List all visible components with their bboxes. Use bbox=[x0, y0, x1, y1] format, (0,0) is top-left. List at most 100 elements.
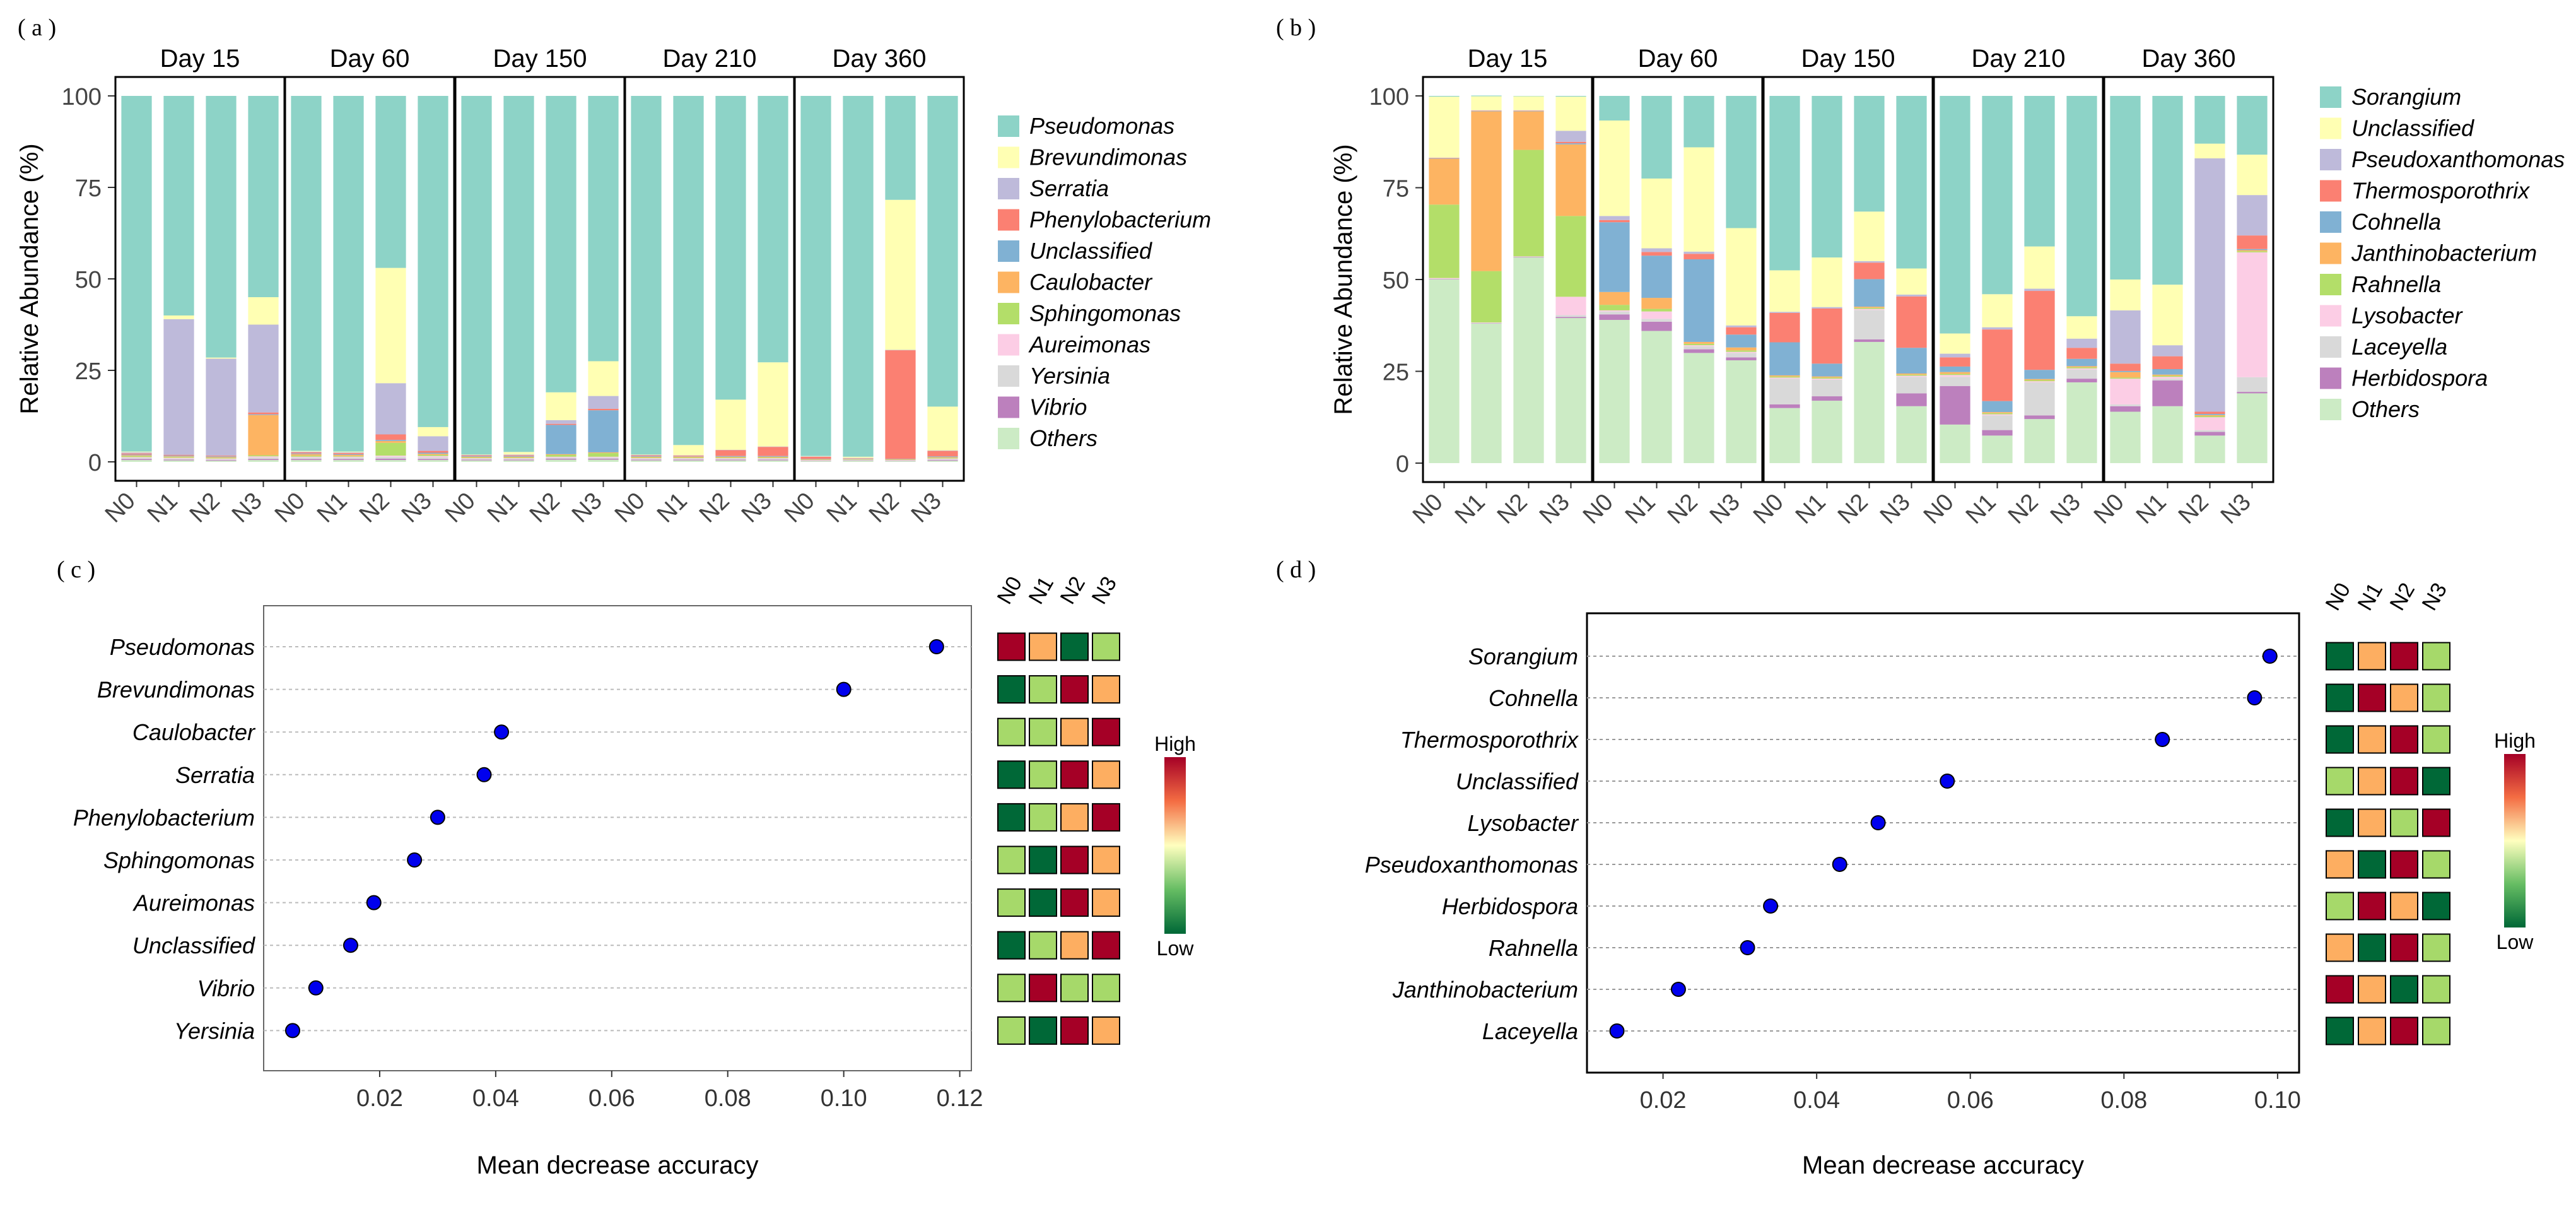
bar-segment-day-210-n2-pseudomonas bbox=[715, 96, 746, 400]
bar-segment-day-150-n0-serratia bbox=[461, 454, 492, 456]
bar-segment-day-210-n3-others bbox=[2066, 382, 2097, 463]
bar-segment-day-60-n1-janthinobacterium bbox=[1641, 298, 1672, 309]
bar-segment-day-60-n2-others bbox=[375, 460, 406, 462]
bar-segment-day-210-n3-phenylobacterium bbox=[758, 447, 788, 456]
bar-segment-day-60-n0-unclassified bbox=[1599, 120, 1630, 216]
bar-segment-day-210-n0-brevundimonas bbox=[631, 454, 662, 455]
bar-segment-day-210-n3-vibrio bbox=[758, 459, 788, 461]
bar-segment-day-360-n1-laceyella bbox=[2152, 379, 2183, 381]
legend-label-serratia: Serratia bbox=[1029, 175, 1109, 201]
bar-segment-day-150-n2-vibrio bbox=[546, 458, 577, 460]
bar-segment-day-210-n0-vibrio bbox=[631, 459, 662, 461]
bar-segment-day-150-n1-laceyella bbox=[1812, 379, 1842, 397]
point-aureimonas bbox=[366, 895, 382, 910]
bar-segment-day-210-n3-pseudoxanthomonas bbox=[2066, 338, 2097, 348]
legend-label-others: Others bbox=[2351, 396, 2420, 422]
heat-cell-laceyella-n3 bbox=[2422, 1016, 2450, 1045]
y-label-thermosporothrix: Thermosporothrix bbox=[1400, 727, 1579, 753]
bar-segment-day-15-n1-aureimonas bbox=[163, 457, 194, 459]
bar-segment-day-15-n2-pseudoxanthomonas bbox=[1513, 110, 1544, 111]
heat-cell-serratia-n1 bbox=[1029, 760, 1057, 789]
bar-segment-day-60-n0-sorangium bbox=[1599, 96, 1630, 121]
legend-swatch-thermosporothrix bbox=[2320, 180, 2341, 202]
x-tick-label: N1 bbox=[483, 488, 523, 528]
bar-segment-day-60-n3-caulobacter bbox=[418, 454, 448, 455]
bar-segment-day-150-n1-aureimonas bbox=[503, 458, 534, 459]
x-tick-label: N2 bbox=[1663, 489, 1703, 529]
bar-segment-day-60-n0-others bbox=[291, 460, 322, 462]
bar-segment-day-150-n1-janthinobacterium bbox=[1812, 376, 1842, 378]
bar-segment-day-210-n0-herbidospora bbox=[1940, 386, 1970, 425]
legend-swatch-sorangium bbox=[2320, 86, 2341, 108]
bar-segment-day-15-n3-laceyella bbox=[1555, 315, 1586, 317]
heat-cell-unclassified-n3 bbox=[2422, 767, 2450, 796]
x-tick-label: N0 bbox=[1578, 489, 1619, 529]
bar-segment-day-360-n0-sphingomonas bbox=[800, 459, 831, 461]
bar-segment-day-60-n2-lysobacter bbox=[1683, 345, 1714, 346]
bar-segment-day-60-n3-aureimonas bbox=[418, 456, 448, 457]
bar-segment-day-210-n0-pseudoxanthomonas bbox=[1940, 353, 1970, 358]
bar-segment-day-60-n1-sorangium bbox=[1641, 96, 1672, 179]
x-tick-label: N2 bbox=[2174, 489, 2214, 529]
bar-segment-day-150-n1-vibrio bbox=[503, 459, 534, 461]
bar-segment-day-60-n2-vibrio bbox=[375, 458, 406, 461]
bar-segment-day-15-n2-lysobacter bbox=[1513, 256, 1544, 257]
bar-segment-day-15-n2-brevundimonas bbox=[206, 357, 237, 359]
x-tick-label: N3 bbox=[906, 488, 947, 528]
bar-segment-day-15-n3-cohnella bbox=[1555, 143, 1586, 144]
bar-segment-day-15-n1-others bbox=[163, 460, 194, 462]
bar-segment-day-150-n3-unclassified bbox=[1896, 268, 1927, 295]
bar-segment-day-360-n3-laceyella bbox=[2237, 377, 2268, 392]
bar-segment-day-15-n3-thermosporothrix bbox=[1555, 141, 1586, 144]
bar-segment-day-150-n1-brevundimonas bbox=[503, 452, 534, 455]
bar-segment-day-60-n0-pseudoxanthomonas bbox=[1599, 216, 1630, 220]
y-label-lysobacter: Lysobacter bbox=[1468, 810, 1579, 836]
bar-segment-day-60-n0-janthinobacterium bbox=[1599, 291, 1630, 305]
bar-segment-day-210-n2-vibrio bbox=[715, 459, 746, 461]
bar-segment-day-150-n2-janthinobacterium bbox=[1854, 307, 1885, 308]
heat-column-n1: N1 bbox=[1024, 572, 1059, 608]
heat-cell-pseudomonas-n1 bbox=[1029, 632, 1057, 661]
bar-segment-day-210-n0-thermosporothrix bbox=[1940, 357, 1970, 367]
bar-segment-day-15-n3-others bbox=[248, 460, 279, 462]
bar-segment-day-360-n3-cohnella bbox=[2237, 249, 2268, 250]
heat-cell-vibrio-n0 bbox=[997, 974, 1026, 1003]
bar-segment-day-210-n2-sorangium bbox=[2024, 96, 2055, 247]
legend-label-rahnella: Rahnella bbox=[2351, 271, 2441, 297]
heat-column-n1: N1 bbox=[2353, 579, 2388, 615]
x-tick-label: 0.02 bbox=[356, 1085, 403, 1112]
bar-segment-day-150-n1-sphingomonas bbox=[503, 457, 534, 459]
bar-segment-day-360-n3-brevundimonas bbox=[927, 406, 958, 451]
heat-cell-thermosporothrix-n1 bbox=[2358, 725, 2386, 754]
bar-segment-day-150-n2-rahnella bbox=[1854, 307, 1885, 309]
bar-segment-day-15-n2-yersinia bbox=[206, 459, 237, 461]
bar-segment-day-150-n3-yersinia bbox=[588, 457, 619, 459]
bar-segment-day-60-n1-caulobacter bbox=[333, 454, 364, 456]
bar-segment-day-210-n0-rahnella bbox=[1940, 374, 1970, 375]
heat-cell-unclassified-n0 bbox=[997, 931, 1026, 960]
bar-segment-day-150-n0-janthinobacterium bbox=[1769, 375, 1800, 377]
bar-segment-day-15-n1-vibrio bbox=[163, 459, 194, 461]
legend-label-yersinia: Yersinia bbox=[1029, 363, 1110, 389]
bar-segment-day-210-n0-laceyella bbox=[1940, 377, 1970, 386]
bar-segment-day-60-n0-pseudomonas bbox=[291, 96, 322, 451]
bar-segment-day-60-n2-pseudomonas bbox=[375, 96, 406, 268]
bar-segment-day-360-n1-aureimonas bbox=[843, 459, 874, 461]
bar-segment-day-150-n2-lysobacter bbox=[1854, 309, 1885, 310]
bar-segment-day-15-n2-thermosporothrix bbox=[1513, 110, 1544, 111]
x-tick-label: 0.08 bbox=[705, 1085, 751, 1112]
bar-segment-day-15-n1-pseudomonas bbox=[163, 96, 194, 315]
bar-segment-day-210-n0-serratia bbox=[631, 454, 662, 456]
bar-segment-day-15-n0-yersinia bbox=[121, 457, 152, 459]
x-tick-label: 0.02 bbox=[1640, 1087, 1687, 1114]
bar-segment-day-60-n0-lysobacter bbox=[1599, 310, 1630, 312]
legend-label-cohnella: Cohnella bbox=[2351, 209, 2441, 235]
legend-label-pseudomonas: Pseudomonas bbox=[1029, 113, 1174, 139]
bar-segment-day-360-n0-brevundimonas bbox=[800, 456, 831, 457]
bar-segment-day-210-n3-cohnella bbox=[2066, 358, 2097, 367]
point-laceyella bbox=[1609, 1023, 1625, 1039]
bar-segment-day-150-n3-sorangium bbox=[1896, 96, 1927, 269]
bar-segment-day-210-n0-unclassified bbox=[1940, 333, 1970, 354]
bar-segment-day-210-n3-others bbox=[758, 460, 788, 462]
color-key-bar bbox=[1164, 757, 1186, 934]
